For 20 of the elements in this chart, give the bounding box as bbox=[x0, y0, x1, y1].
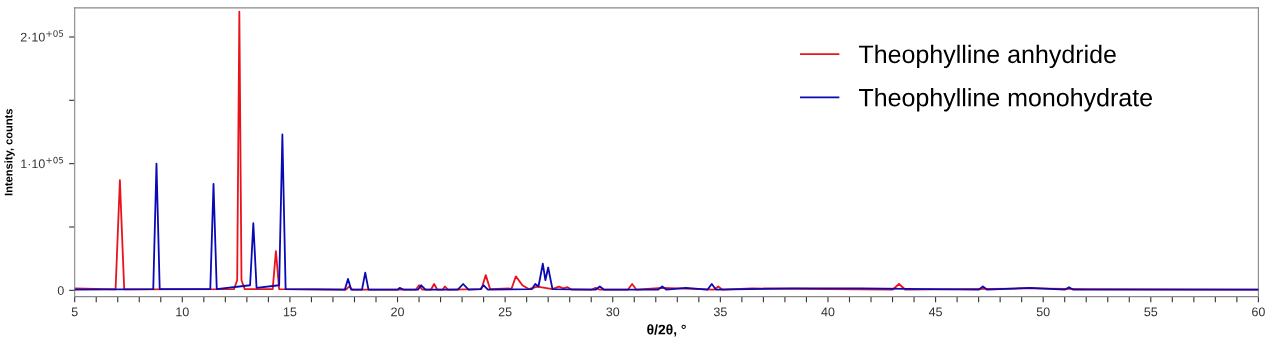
x-tick-label: 40 bbox=[821, 307, 835, 317]
legend-label: Theophylline monohydrate bbox=[859, 88, 1152, 112]
x-tick-label: 20 bbox=[391, 307, 404, 317]
x-tick-label: 30 bbox=[606, 307, 620, 317]
y-tick-label: 2·10$^{+05}$ bbox=[20, 30, 64, 42]
x-tick-label: 15 bbox=[283, 307, 297, 317]
x-tick-label: 5 bbox=[71, 307, 78, 317]
x-tick-label: 10 bbox=[176, 307, 189, 317]
y-tick-label: 0 bbox=[57, 286, 64, 295]
y-tick-label: 1·10$^{+05}$ bbox=[21, 156, 64, 169]
x-tick-label: 25 bbox=[498, 307, 512, 317]
x-tick-label: 50 bbox=[1036, 307, 1050, 317]
y-axis-title: Intensity, counts bbox=[4, 108, 15, 196]
x-tick-label: 45 bbox=[928, 307, 942, 317]
line-series bbox=[74, 133, 1259, 291]
legend-label: Theophylline anhydride bbox=[859, 44, 1116, 69]
x-tick-label: 60 bbox=[1252, 307, 1265, 317]
x-axis-title: θ/2θ, ° bbox=[647, 324, 686, 337]
x-tick-label: 55 bbox=[1144, 307, 1158, 317]
x-tick-label: 35 bbox=[713, 307, 727, 317]
